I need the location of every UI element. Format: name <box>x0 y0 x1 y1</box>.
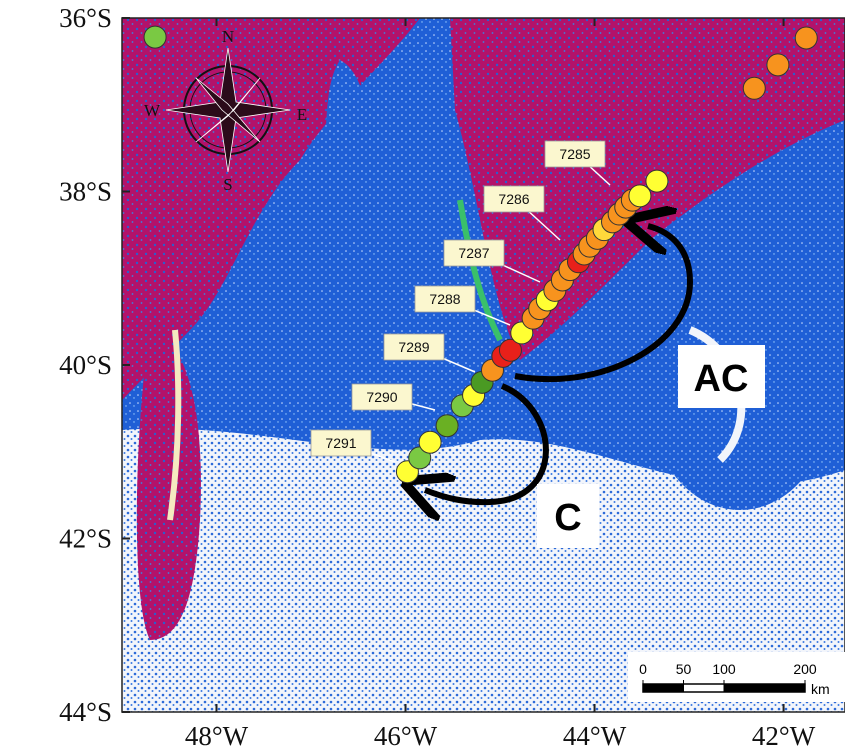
station-point <box>419 431 441 453</box>
scale-bar-label: 50 <box>676 661 692 677</box>
station-label: 7286 <box>498 191 529 207</box>
y-tick-label: 36°S <box>59 3 112 33</box>
map-figure: N S W E 48°W 46°W 44°W 42°W 36°S 38°S 40°S 42°S… <box>0 0 845 754</box>
scale-bar-label: 0 <box>639 661 647 677</box>
scale-bar-label: 200 <box>793 661 817 677</box>
x-tick-label: 48°W <box>185 721 249 751</box>
y-tick-label: 44°S <box>59 697 112 727</box>
station-point <box>646 170 668 192</box>
scale-bar-segment <box>724 684 805 692</box>
station-point <box>436 415 458 437</box>
y-tick-label: 42°S <box>59 524 112 554</box>
station-label: 7290 <box>366 389 397 405</box>
compass-e: E <box>297 105 307 124</box>
station-point <box>629 185 651 207</box>
station-label: 7291 <box>325 435 356 451</box>
station-point <box>743 77 765 99</box>
x-tick-label: 44°W <box>563 721 627 751</box>
station-label: 7289 <box>398 339 429 355</box>
annotation-ac: AC <box>694 358 749 400</box>
annotation-c: C <box>554 497 581 539</box>
station-label: 7285 <box>559 146 590 162</box>
scale-bar-segment <box>643 684 684 692</box>
scale-bar-unit: km <box>811 681 830 697</box>
station-label: 7287 <box>458 245 489 261</box>
compass-n: N <box>222 27 234 46</box>
x-tick-label: 42°W <box>752 721 816 751</box>
station-point <box>144 26 166 48</box>
station-point <box>767 54 789 76</box>
y-tick-label: 40°S <box>59 350 112 380</box>
scale-bar-label: 100 <box>712 661 736 677</box>
y-tick-label: 38°S <box>59 177 112 207</box>
scale-bar: 0 50 100 200 km <box>628 652 845 702</box>
compass-w: W <box>144 101 161 120</box>
station-point <box>795 27 817 49</box>
compass-s: S <box>223 175 232 194</box>
station-label: 7288 <box>429 291 460 307</box>
x-tick-label: 46°W <box>374 721 438 751</box>
